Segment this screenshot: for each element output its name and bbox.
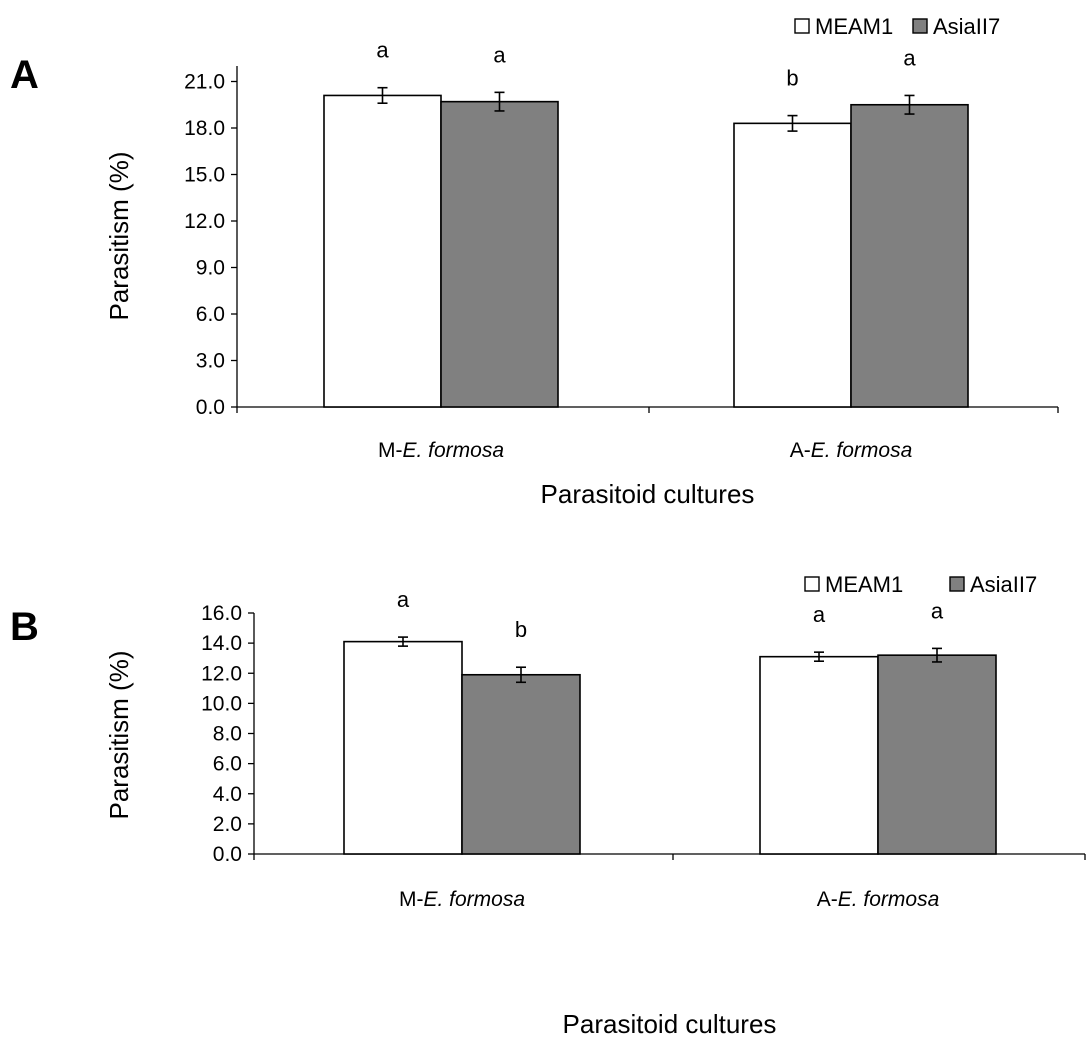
y-tick-label: 21.0 <box>184 71 225 94</box>
y-axis-title: Parasitism (%) <box>104 151 134 320</box>
significance-letter: b <box>515 617 527 642</box>
x-axis-title: Parasitoid cultures <box>541 479 755 509</box>
y-tick-label: 12.0 <box>184 210 225 233</box>
significance-letter: a <box>376 38 389 63</box>
bar-meam1 <box>323 94 442 408</box>
bar-meam1 <box>733 122 852 408</box>
y-tick-label: 0.0 <box>196 396 225 419</box>
x-tick-label-species: E. formosa <box>402 439 504 462</box>
legend-label: AsiaII7 <box>933 14 1000 39</box>
bar-meam1 <box>343 640 463 855</box>
bar-asiaii7 <box>461 673 581 855</box>
bar-meam1 <box>759 655 879 855</box>
x-tick-label-species: E. formosa <box>811 439 913 462</box>
x-axis-title: Parasitoid cultures <box>563 1009 777 1039</box>
y-axis-title: Parasitism (%) <box>104 650 134 819</box>
significance-letter: b <box>786 66 798 91</box>
y-tick-label: 15.0 <box>184 164 225 187</box>
legend-swatch-asiaii7 <box>949 576 965 592</box>
y-tick-label: 0.0 <box>213 843 242 866</box>
legend-swatch-asiaii7 <box>912 18 928 34</box>
x-tick-label-prefix: A- <box>790 439 811 462</box>
bar-asiaii7 <box>440 100 559 408</box>
x-tick-label: M-E. formosa <box>399 888 525 911</box>
bar-asiaii7 <box>877 654 997 855</box>
bar-asiaii7 <box>850 103 969 408</box>
legend-label: MEAM1 <box>815 14 893 39</box>
y-tick-label: 10.0 <box>201 692 242 715</box>
x-tick-label-species: E. formosa <box>838 888 940 911</box>
significance-letter: a <box>813 602 826 627</box>
y-tick-label: 4.0 <box>213 783 242 806</box>
y-tick-label: 16.0 <box>201 602 242 625</box>
y-tick-label: 3.0 <box>196 350 225 373</box>
legend: MEAM1 AsiaII7 <box>804 572 1037 597</box>
y-tick-label: 14.0 <box>201 632 242 655</box>
significance-letter: a <box>493 42 506 67</box>
legend-label: MEAM1 <box>825 572 903 597</box>
x-tick-label-species: E. formosa <box>423 888 525 911</box>
panel-label: A <box>10 53 39 97</box>
y-tick-label: 6.0 <box>196 303 225 326</box>
y-tick-label: 18.0 <box>184 117 225 140</box>
y-tick-label: 2.0 <box>213 813 242 836</box>
chart-panel-b: B0.02.04.06.08.010.012.014.016.0aabaM-E.… <box>10 572 1086 1039</box>
legend-swatch-meam1 <box>794 18 810 34</box>
x-tick-label: A-E. formosa <box>817 888 940 911</box>
x-tick-label: M-E. formosa <box>378 439 504 462</box>
panel-label: B <box>10 605 39 649</box>
legend: MEAM1 AsiaII7 <box>794 14 1000 39</box>
x-tick-label-prefix: A- <box>817 888 838 911</box>
y-tick-label: 8.0 <box>213 723 242 746</box>
significance-letter: a <box>397 587 410 612</box>
legend-swatch-meam1 <box>804 576 820 592</box>
significance-letter: a <box>931 598 944 623</box>
x-tick-label-prefix: M- <box>399 888 424 911</box>
x-tick-label-prefix: M- <box>378 439 403 462</box>
legend-label: AsiaII7 <box>970 572 1037 597</box>
y-tick-label: 9.0 <box>196 257 225 280</box>
y-tick-label: 12.0 <box>201 662 242 685</box>
significance-letter: a <box>903 45 916 70</box>
x-tick-label: A-E. formosa <box>790 439 913 462</box>
y-tick-label: 6.0 <box>213 753 242 776</box>
